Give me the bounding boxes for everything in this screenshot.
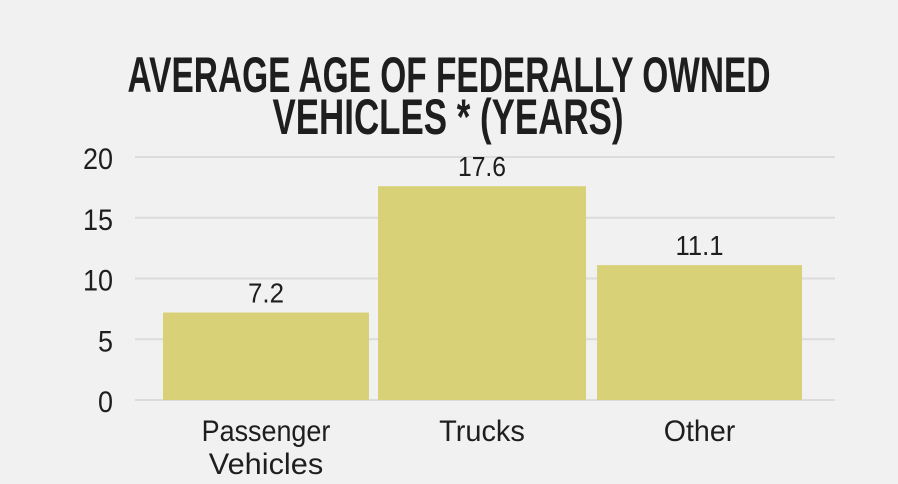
value-label: 17.6 xyxy=(458,151,506,182)
value-label: 7.2 xyxy=(248,278,284,309)
y-tick-label: 5 xyxy=(98,325,113,358)
y-axis-ticks: 0 5 10 15 20 xyxy=(83,143,113,419)
y-tick-label: 15 xyxy=(83,204,113,237)
bar-2 xyxy=(597,265,802,400)
y-tick-label: 0 xyxy=(98,386,113,419)
y-tick-label: 20 xyxy=(83,143,113,176)
chart-title-line-1: AVERAGE AGE OF FEDERALLY OWNED xyxy=(128,47,771,103)
x-tick-label: Trucks xyxy=(439,415,525,448)
y-tick-label: 10 xyxy=(83,265,113,298)
value-label: 11.1 xyxy=(676,230,724,261)
bars: 7.2 17.6 11.1 xyxy=(163,151,802,400)
chart-title-line-2: VEHICLES * (YEARS) xyxy=(273,89,624,145)
x-tick-label: Passenger xyxy=(202,415,331,448)
bar-0 xyxy=(163,312,369,400)
x-tick-label: Vehicles xyxy=(209,448,323,481)
bar-1 xyxy=(378,186,586,400)
x-tick-label: Other xyxy=(664,415,736,448)
